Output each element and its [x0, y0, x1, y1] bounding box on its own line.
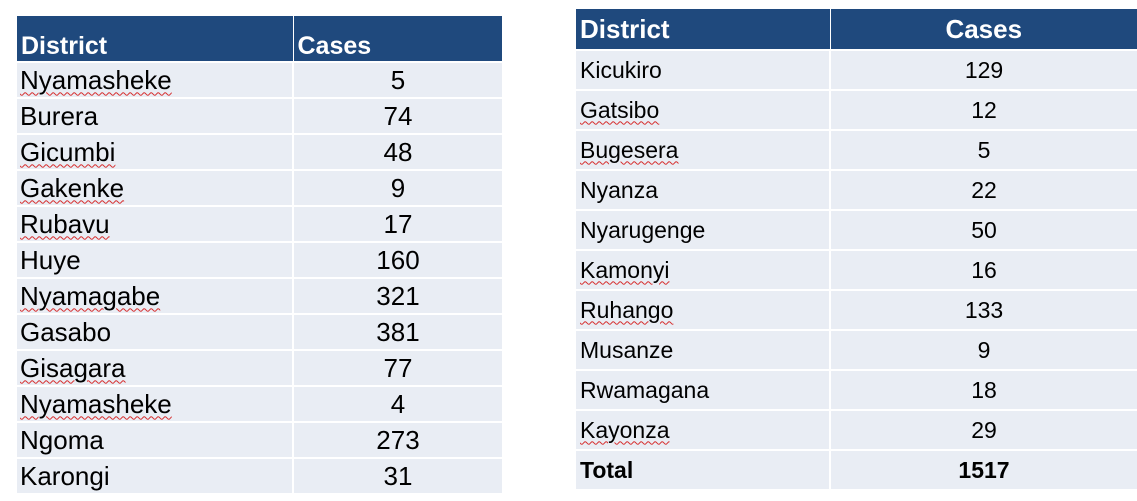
- left-district-table: District Cases Nyamasheke 5 Burera 74 Gi…: [17, 16, 502, 493]
- table-row: Gasabo 381: [17, 313, 502, 350]
- cases-value: 74: [293, 97, 502, 134]
- district-name: Gisagara: [20, 352, 126, 383]
- district-name: Nyamasheke: [20, 64, 172, 95]
- table-row: Karongi 31: [17, 457, 502, 493]
- header-row: District Cases: [576, 9, 1137, 50]
- district-name: Ruhango: [580, 296, 674, 323]
- right-district-table: District Cases Kicukiro 129 Gatsibo 12 B…: [576, 9, 1137, 489]
- cases-value: 29: [830, 409, 1137, 450]
- cases-value: 12: [830, 89, 1137, 130]
- cases-column-header: Cases: [830, 9, 1137, 50]
- table-row: Kamonyi 16: [576, 249, 1137, 290]
- cases-value: 18: [830, 369, 1137, 410]
- cases-value: 17: [293, 205, 502, 242]
- district-name: Rwamagana: [580, 376, 710, 403]
- table-row: Ruhango 133: [576, 289, 1137, 330]
- cases-value: 273: [293, 421, 502, 458]
- district-name: Gicumbi: [20, 136, 116, 167]
- district-name: Nyamagabe: [20, 280, 161, 311]
- district-column-header: District: [576, 9, 831, 50]
- total-cases-value: 1517: [830, 449, 1137, 489]
- table-row: Nyamasheke 4: [17, 385, 502, 422]
- district-name: Musanze: [580, 336, 674, 363]
- cases-value: 4: [293, 385, 502, 422]
- district-name: Gasabo: [20, 316, 112, 347]
- cases-value: 50: [830, 209, 1137, 250]
- district-name: Nyarugenge: [580, 216, 706, 243]
- table-row: Ngoma 273: [17, 421, 502, 458]
- cases-value: 129: [830, 49, 1137, 90]
- cases-value: 5: [293, 61, 502, 98]
- total-row: Total 1517: [576, 449, 1137, 489]
- district-name: Kicukiro: [580, 56, 662, 83]
- district-name: Gatsibo: [580, 96, 660, 123]
- header-row: District Cases: [17, 16, 502, 62]
- table-row: Kicukiro 129: [576, 49, 1137, 90]
- cases-value: 321: [293, 277, 502, 314]
- total-label: Total: [576, 449, 831, 489]
- cases-value: 31: [293, 457, 502, 493]
- district-name: Gakenke: [20, 172, 125, 203]
- table-row: Nyamasheke 5: [17, 61, 502, 98]
- district-name: Nyamasheke: [20, 388, 172, 419]
- district-name: Kayonza: [580, 416, 670, 443]
- cases-value: 9: [830, 329, 1137, 370]
- district-name: Huye: [20, 244, 81, 275]
- table-row: Nyanza 22: [576, 169, 1137, 210]
- table-row: Gicumbi 48: [17, 133, 502, 170]
- table-row: Bugesera 5: [576, 129, 1137, 170]
- table-row: Nyamagabe 321: [17, 277, 502, 314]
- cases-value: 160: [293, 241, 502, 278]
- table-row: Kayonza 29: [576, 409, 1137, 450]
- district-name: Kamonyi: [580, 256, 670, 283]
- table-row: Gisagara 77: [17, 349, 502, 386]
- cases-value: 48: [293, 133, 502, 170]
- table-row: Nyarugenge 50: [576, 209, 1137, 250]
- table-row: Gakenke 9: [17, 169, 502, 206]
- cases-value: 9: [293, 169, 502, 206]
- table-row: Gatsibo 12: [576, 89, 1137, 130]
- table-row: Burera 74: [17, 97, 502, 134]
- district-name: Karongi: [20, 460, 110, 491]
- cases-value: 77: [293, 349, 502, 386]
- table-row: Rubavu 17: [17, 205, 502, 242]
- cases-column-header: Cases: [293, 16, 502, 62]
- cases-value: 5: [830, 129, 1137, 170]
- district-name: Bugesera: [580, 136, 679, 163]
- table-row: Rwamagana 18: [576, 369, 1137, 410]
- district-name: Nyanza: [580, 176, 658, 203]
- table-row: Huye 160: [17, 241, 502, 278]
- cases-value: 22: [830, 169, 1137, 210]
- district-name: Burera: [20, 100, 99, 131]
- district-name: Rubavu: [20, 208, 110, 239]
- cases-value: 133: [830, 289, 1137, 330]
- table-row: Musanze 9: [576, 329, 1137, 370]
- district-column-header: District: [17, 16, 294, 62]
- district-name: Ngoma: [20, 424, 104, 455]
- cases-value: 381: [293, 313, 502, 350]
- cases-value: 16: [830, 249, 1137, 290]
